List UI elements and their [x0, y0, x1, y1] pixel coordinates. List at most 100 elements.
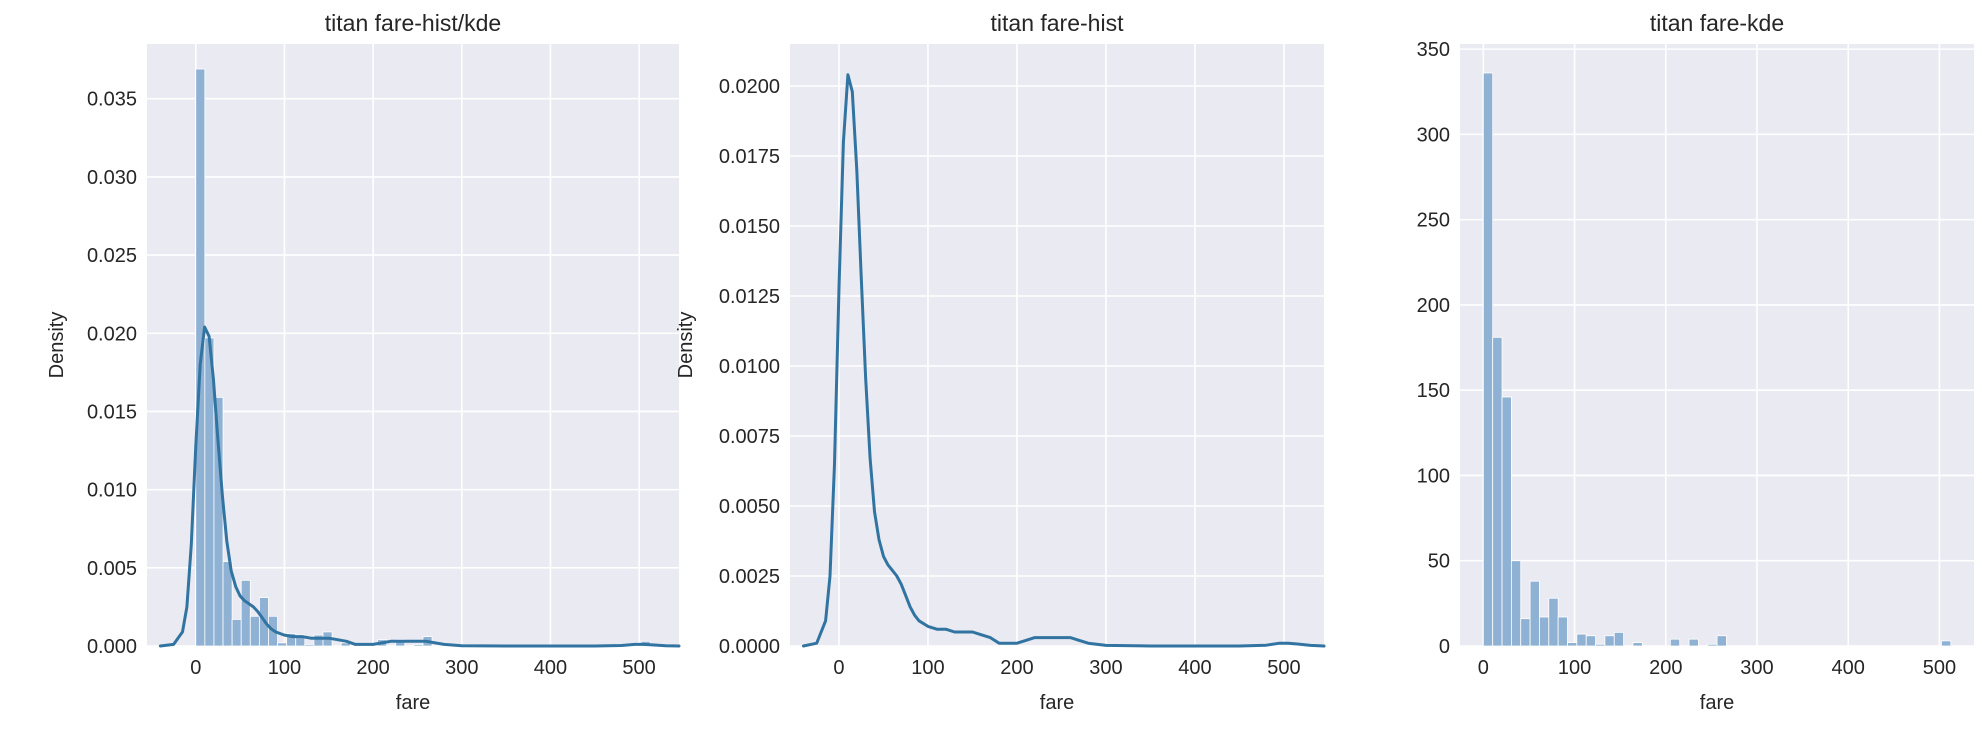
y-tick-label: 50 — [1428, 551, 1450, 573]
histogram-bar — [1632, 642, 1643, 647]
y-tick-labels: 0.000 0.005 0.010 0.015 0.020 0.025 0.030 0.035 — [87, 89, 137, 658]
gridlines — [1460, 44, 1974, 647]
panel-kde: 0 50 100 150 200 250 300 350 0 100 200 300 400 500 t… — [1417, 10, 1974, 714]
y-tick-label: 0.0200 — [719, 76, 780, 98]
histogram-bar — [1492, 336, 1503, 647]
y-tick-label: 0.0050 — [719, 496, 780, 518]
x-tick-label: 400 — [1832, 657, 1865, 679]
x-tick-label: 200 — [356, 657, 389, 679]
histogram-bar — [231, 619, 242, 647]
y-tick-label: 0.010 — [87, 480, 137, 502]
histogram-bar — [277, 642, 288, 647]
x-tick-label: 300 — [445, 657, 478, 679]
plot-area — [1460, 44, 1974, 646]
x-tick-labels: 0 100 200 300 400 500 — [1478, 657, 1956, 679]
x-tick-label: 400 — [1178, 657, 1211, 679]
chart-title: titan fare-hist — [991, 10, 1125, 36]
histogram-bar — [1511, 560, 1522, 647]
x-axis-label: fare — [1700, 692, 1734, 714]
x-tick-label: 200 — [1649, 657, 1682, 679]
histogram-bar — [340, 642, 351, 647]
y-tick-label: 0.000 — [87, 636, 137, 658]
x-axis-label: fare — [1040, 692, 1074, 714]
y-tick-label: 0.020 — [87, 323, 137, 345]
plot-area — [147, 44, 679, 646]
histogram-bar — [249, 615, 260, 647]
y-tick-label: 0.0150 — [719, 216, 780, 238]
gridlines — [147, 44, 679, 647]
chart-title: titan fare-hist/kde — [325, 10, 501, 36]
x-tick-label: 0 — [833, 657, 844, 679]
chart-title: titan fare-kde — [1650, 10, 1784, 36]
y-tick-label: 0.0000 — [719, 636, 780, 658]
x-tick-labels: 0 100 200 300 400 500 — [190, 657, 656, 679]
x-tick-label: 300 — [1740, 657, 1773, 679]
y-tick-label: 0.0075 — [719, 426, 780, 448]
histogram-bar — [213, 396, 224, 647]
y-tick-label: 0 — [1439, 636, 1450, 658]
kde-line — [158, 325, 681, 648]
histogram-bar — [1604, 635, 1615, 647]
x-tick-label: 500 — [622, 657, 655, 679]
x-tick-label: 100 — [911, 657, 944, 679]
x-tick-labels: 0 100 200 300 400 500 — [833, 657, 1300, 679]
histogram-bar — [1520, 618, 1531, 647]
histogram-bar — [1567, 642, 1578, 647]
histogram-bar — [313, 634, 324, 647]
histogram-bar — [304, 644, 315, 647]
histogram-bars — [1482, 72, 1952, 647]
x-tick-label: 200 — [1000, 657, 1033, 679]
x-tick-label: 300 — [1089, 657, 1122, 679]
y-tick-label: 0.015 — [87, 401, 137, 423]
y-tick-labels: 0.0000 0.0025 0.0050 0.0075 0.0100 0.0125 0.01… — [719, 76, 780, 658]
y-axis-label: Density — [46, 312, 68, 379]
y-axis-label: Density — [675, 312, 697, 379]
histogram-bar — [1539, 616, 1550, 647]
histogram-bar — [1688, 638, 1699, 647]
histogram-bar — [1669, 638, 1681, 647]
panel-hist: 0.0000 0.0025 0.0050 0.0075 0.0100 0.0125 0.01… — [675, 10, 1326, 714]
histogram-bar — [1529, 580, 1540, 647]
y-tick-label: 0.0025 — [719, 566, 780, 588]
x-tick-label: 400 — [534, 657, 567, 679]
y-tick-label: 200 — [1417, 295, 1450, 317]
y-tick-label: 150 — [1417, 380, 1450, 402]
histogram-bar — [413, 644, 424, 647]
kde-curve — [158, 325, 681, 648]
kde-line — [801, 73, 1326, 648]
histogram-bar — [1707, 643, 1718, 647]
x-tick-label: 500 — [1267, 657, 1300, 679]
histogram-bar — [295, 634, 306, 647]
histogram-bar — [240, 579, 251, 647]
y-tick-label: 0.025 — [87, 245, 137, 267]
histogram-bar — [1501, 396, 1512, 647]
histogram-bar — [1585, 635, 1596, 647]
y-tick-label: 300 — [1417, 124, 1450, 146]
panel-hist-kde: 0.000 0.005 0.010 0.015 0.020 0.025 0.030 0.035… — [46, 10, 681, 714]
y-tick-labels: 0 50 100 150 200 250 300 350 — [1417, 39, 1450, 658]
x-tick-label: 100 — [268, 657, 301, 679]
x-tick-label: 100 — [1558, 657, 1591, 679]
histogram-bar — [1595, 643, 1606, 647]
y-tick-label: 250 — [1417, 210, 1450, 232]
x-tick-label: 0 — [1478, 657, 1489, 679]
histogram-bar — [1482, 72, 1494, 647]
histogram-bar — [1557, 616, 1568, 647]
histogram-bar — [1548, 597, 1559, 647]
x-tick-label: 0 — [190, 657, 201, 679]
kde-curve — [801, 73, 1326, 648]
histogram-bar — [1941, 640, 1952, 647]
x-axis-label: fare — [396, 692, 430, 714]
histogram-bar — [222, 561, 233, 647]
histogram-bar — [1613, 631, 1624, 647]
plot-area — [790, 44, 1324, 646]
y-tick-label: 0.0175 — [719, 146, 780, 168]
y-tick-label: 0.0125 — [719, 286, 780, 308]
y-tick-label: 0.005 — [87, 558, 137, 580]
y-tick-label: 350 — [1417, 39, 1450, 61]
y-tick-label: 0.030 — [87, 167, 137, 189]
y-tick-label: 100 — [1417, 465, 1450, 487]
y-tick-label: 0.035 — [87, 89, 137, 111]
histogram-bar — [1716, 635, 1727, 647]
